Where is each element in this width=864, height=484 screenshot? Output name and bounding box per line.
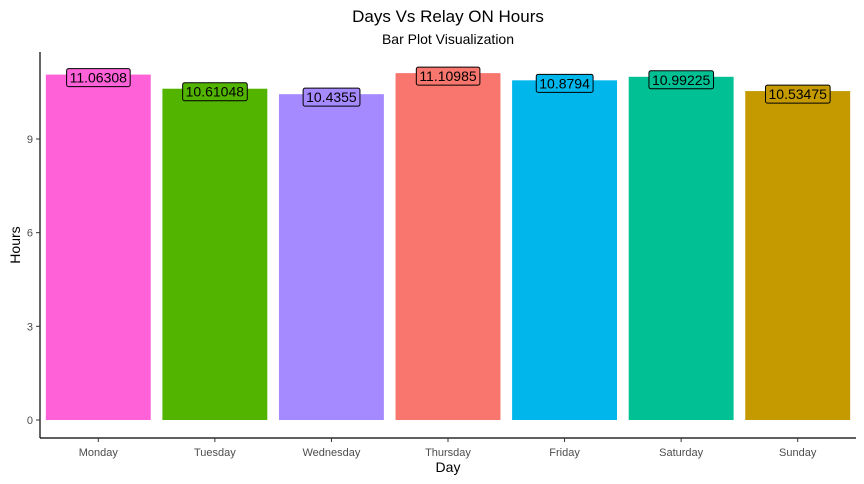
x-axis-title: Day [436, 459, 461, 475]
data-label-box [182, 82, 248, 102]
plot-area: 11.06308 10.61048 10.4355 11.10985 10.8794 10… [45, 66, 851, 421]
x-tick-label-thursday: Thursday [425, 447, 471, 459]
bar-saturday [628, 76, 734, 420]
bar-monday [45, 74, 151, 420]
data-label-text: 10.8794 [539, 75, 590, 91]
x-tick-label-saturday: Saturday [659, 447, 704, 459]
bar-sunday [745, 91, 851, 420]
bar-thursday [395, 73, 501, 420]
data-label-wednesday: 10.4355 [302, 87, 361, 107]
y-tick-label: 6 [27, 228, 33, 240]
x-tick-label-friday: Friday [549, 447, 580, 459]
data-label-text: 11.06308 [70, 70, 128, 86]
bar-friday [512, 80, 618, 420]
y-axis-title: Hours [7, 226, 23, 263]
data-label-box [415, 66, 481, 86]
data-label-saturday: 10.99225 [648, 70, 715, 90]
data-label-text: 11.10985 [419, 68, 477, 84]
chart-subtitle: Bar Plot Visualization [382, 31, 514, 47]
x-tick-label-monday: Monday [79, 447, 119, 459]
data-label-text: 10.99225 [652, 72, 711, 88]
x-tick-label-sunday: Sunday [779, 447, 817, 459]
y-tick-label: 9 [27, 134, 33, 146]
bar-tuesday [162, 88, 268, 421]
data-label-text: 10.53475 [769, 86, 828, 102]
data-label-box [66, 68, 131, 88]
data-label-box [648, 70, 715, 90]
y-tick-label: 3 [27, 321, 33, 333]
data-label-box [302, 87, 361, 107]
x-tick-label-wednesday: Wednesday [302, 447, 360, 459]
data-label-box [535, 73, 594, 93]
bar-wednesday [278, 94, 384, 421]
y-tick-label: 0 [27, 415, 33, 427]
data-label-thursday: 11.10985 [415, 66, 481, 86]
data-label-monday: 11.06308 [66, 68, 131, 88]
data-label-friday: 10.8794 [535, 73, 594, 93]
data-label-box [765, 84, 831, 104]
x-tick-label-tuesday: Tuesday [194, 447, 236, 459]
data-label-tuesday: 10.61048 [182, 82, 248, 102]
data-label-text: 10.4355 [306, 89, 357, 105]
data-label-sunday: 10.53475 [765, 84, 831, 104]
data-label-text: 10.61048 [186, 84, 245, 100]
chart-title: Days Vs Relay ON Hours [352, 7, 544, 26]
